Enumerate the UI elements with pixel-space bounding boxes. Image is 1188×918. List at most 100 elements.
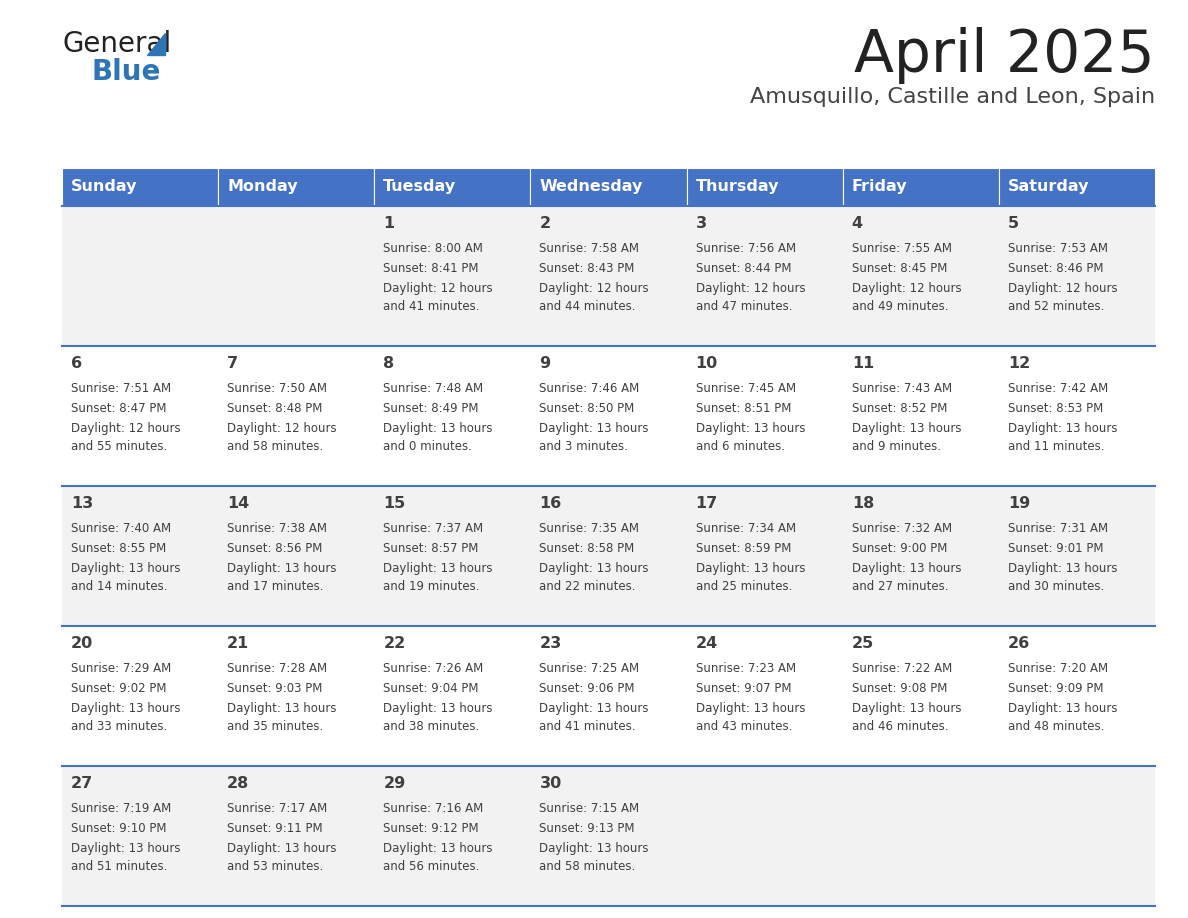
Text: 22: 22 [384,636,405,651]
Text: 18: 18 [852,496,874,511]
Text: 1: 1 [384,216,394,231]
Text: Sunset: 9:10 PM: Sunset: 9:10 PM [71,822,166,835]
Text: April 2025: April 2025 [854,27,1155,84]
Text: and 9 minutes.: and 9 minutes. [852,440,941,453]
Text: 27: 27 [71,776,93,791]
Text: Sunrise: 7:51 AM: Sunrise: 7:51 AM [71,382,171,395]
Text: 17: 17 [695,496,718,511]
Text: Sunrise: 7:34 AM: Sunrise: 7:34 AM [695,522,796,535]
Text: Blue: Blue [91,58,162,86]
Text: Sunrise: 8:00 AM: Sunrise: 8:00 AM [384,242,484,255]
Text: and 0 minutes.: and 0 minutes. [384,440,472,453]
Text: 19: 19 [1007,496,1030,511]
Text: Sunset: 9:06 PM: Sunset: 9:06 PM [539,682,634,695]
Text: Sunset: 8:46 PM: Sunset: 8:46 PM [1007,262,1104,275]
Text: and 56 minutes.: and 56 minutes. [384,860,480,873]
Bar [687,168,842,206]
Text: and 47 minutes.: and 47 minutes. [695,300,792,313]
Bar [219,168,374,206]
Bar [999,168,1155,206]
Text: Daylight: 13 hours: Daylight: 13 hours [695,422,805,435]
Text: and 52 minutes.: and 52 minutes. [1007,300,1104,313]
Bar [842,168,999,206]
Text: Daylight: 13 hours: Daylight: 13 hours [1007,562,1118,575]
Text: Sunrise: 7:55 AM: Sunrise: 7:55 AM [852,242,952,255]
Bar [62,486,1155,626]
Text: and 14 minutes.: and 14 minutes. [71,580,168,593]
Text: Sunrise: 7:46 AM: Sunrise: 7:46 AM [539,382,639,395]
Text: Tuesday: Tuesday [384,180,456,195]
Text: Daylight: 13 hours: Daylight: 13 hours [227,842,336,855]
Text: 16: 16 [539,496,562,511]
Text: Daylight: 13 hours: Daylight: 13 hours [71,702,181,715]
Text: and 30 minutes.: and 30 minutes. [1007,580,1104,593]
Text: Sunset: 8:41 PM: Sunset: 8:41 PM [384,262,479,275]
Text: and 33 minutes.: and 33 minutes. [71,720,168,733]
Text: Daylight: 13 hours: Daylight: 13 hours [539,842,649,855]
Text: Sunrise: 7:22 AM: Sunrise: 7:22 AM [852,662,952,675]
Text: Sunrise: 7:20 AM: Sunrise: 7:20 AM [1007,662,1108,675]
Text: Sunset: 8:58 PM: Sunset: 8:58 PM [539,542,634,555]
Text: and 44 minutes.: and 44 minutes. [539,300,636,313]
Text: Daylight: 13 hours: Daylight: 13 hours [852,422,961,435]
Text: Sunrise: 7:31 AM: Sunrise: 7:31 AM [1007,522,1108,535]
Text: Sunset: 8:56 PM: Sunset: 8:56 PM [227,542,322,555]
Text: Sunrise: 7:38 AM: Sunrise: 7:38 AM [227,522,327,535]
Text: 30: 30 [539,776,562,791]
Text: and 58 minutes.: and 58 minutes. [539,860,636,873]
Text: 20: 20 [71,636,93,651]
Text: Sunset: 8:47 PM: Sunset: 8:47 PM [71,402,166,415]
Text: 2: 2 [539,216,550,231]
Text: Sunset: 9:11 PM: Sunset: 9:11 PM [227,822,323,835]
Text: 3: 3 [695,216,707,231]
Bar [62,206,1155,346]
Text: Thursday: Thursday [695,180,779,195]
Text: Sunset: 9:00 PM: Sunset: 9:00 PM [852,542,947,555]
Text: Daylight: 13 hours: Daylight: 13 hours [539,702,649,715]
Text: Sunset: 8:53 PM: Sunset: 8:53 PM [1007,402,1104,415]
Text: Saturday: Saturday [1007,180,1089,195]
Text: Daylight: 12 hours: Daylight: 12 hours [384,282,493,295]
Text: 14: 14 [227,496,249,511]
Text: Daylight: 13 hours: Daylight: 13 hours [852,562,961,575]
Text: and 41 minutes.: and 41 minutes. [384,300,480,313]
Text: Daylight: 13 hours: Daylight: 13 hours [384,422,493,435]
Text: Sunrise: 7:48 AM: Sunrise: 7:48 AM [384,382,484,395]
Text: 8: 8 [384,356,394,371]
Bar [62,346,1155,486]
Text: Sunset: 8:48 PM: Sunset: 8:48 PM [227,402,322,415]
Text: Amusquillo, Castille and Leon, Spain: Amusquillo, Castille and Leon, Spain [750,87,1155,107]
Text: 15: 15 [384,496,405,511]
Text: Sunrise: 7:43 AM: Sunrise: 7:43 AM [852,382,952,395]
Text: General: General [62,30,171,58]
Text: Monday: Monday [227,180,298,195]
Text: and 6 minutes.: and 6 minutes. [695,440,784,453]
Text: Sunrise: 7:28 AM: Sunrise: 7:28 AM [227,662,327,675]
Text: Daylight: 13 hours: Daylight: 13 hours [539,422,649,435]
Text: Daylight: 13 hours: Daylight: 13 hours [695,702,805,715]
Text: Sunset: 9:02 PM: Sunset: 9:02 PM [71,682,166,695]
Text: 9: 9 [539,356,550,371]
Text: Sunrise: 7:45 AM: Sunrise: 7:45 AM [695,382,796,395]
Bar [62,626,1155,766]
Text: Sunset: 9:09 PM: Sunset: 9:09 PM [1007,682,1104,695]
Text: Sunrise: 7:23 AM: Sunrise: 7:23 AM [695,662,796,675]
Text: and 35 minutes.: and 35 minutes. [227,720,323,733]
Text: Sunrise: 7:58 AM: Sunrise: 7:58 AM [539,242,639,255]
Text: and 22 minutes.: and 22 minutes. [539,580,636,593]
Text: and 51 minutes.: and 51 minutes. [71,860,168,873]
Text: and 25 minutes.: and 25 minutes. [695,580,792,593]
Text: Sunrise: 7:42 AM: Sunrise: 7:42 AM [1007,382,1108,395]
Text: and 53 minutes.: and 53 minutes. [227,860,323,873]
Text: 23: 23 [539,636,562,651]
Text: 4: 4 [852,216,862,231]
Text: 25: 25 [852,636,874,651]
Text: Daylight: 13 hours: Daylight: 13 hours [71,562,181,575]
Bar [62,168,219,206]
Text: and 3 minutes.: and 3 minutes. [539,440,628,453]
Text: 6: 6 [71,356,82,371]
Text: and 17 minutes.: and 17 minutes. [227,580,323,593]
Text: Sunset: 8:57 PM: Sunset: 8:57 PM [384,542,479,555]
Text: and 27 minutes.: and 27 minutes. [852,580,948,593]
Text: 11: 11 [852,356,874,371]
